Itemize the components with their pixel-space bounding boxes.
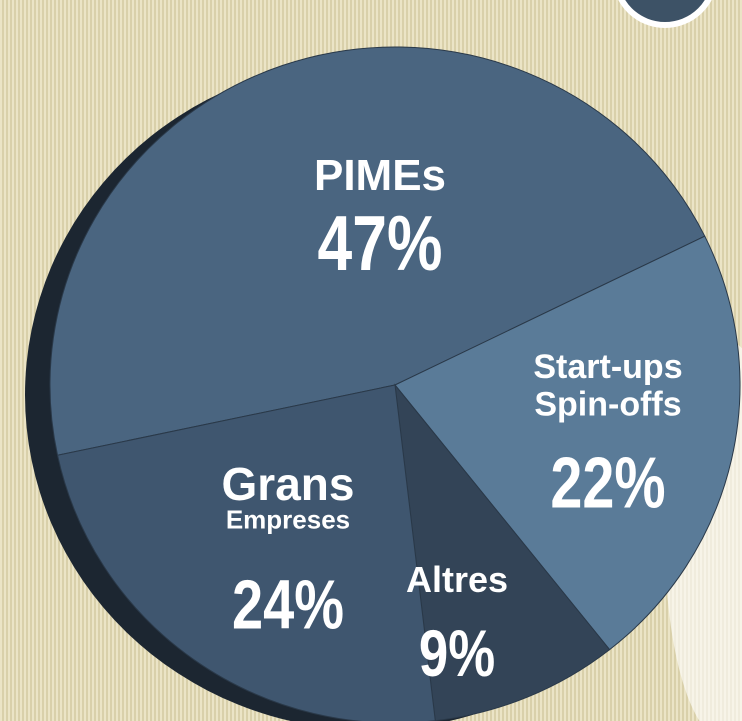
decor-circle: [618, 0, 712, 28]
slice-name: PIMEs: [314, 151, 446, 200]
slice-value-label: 47%: [318, 199, 443, 286]
slice-name: Altres: [406, 559, 508, 600]
slice-name: Grans Empreses: [222, 458, 355, 535]
pie-slice: [49, 46, 706, 456]
slice-value-label: 22%: [550, 442, 665, 523]
slices: [49, 46, 741, 721]
slice-name: Start-ups Spin-offs: [533, 348, 682, 423]
pie-slice: [394, 383, 611, 721]
pie-slice: [56, 384, 436, 721]
pie-slice: [394, 235, 741, 651]
slice-value-label: 9%: [419, 616, 495, 690]
slice-value-label: 24%: [232, 567, 344, 644]
